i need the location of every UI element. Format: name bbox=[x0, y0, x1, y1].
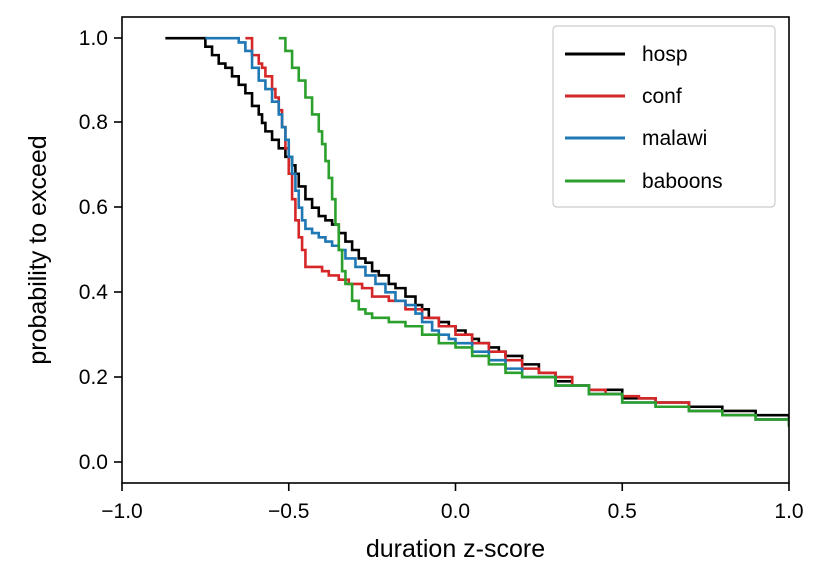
y-tick-label: 1.0 bbox=[79, 27, 108, 50]
x-tick-label: −0.5 bbox=[268, 500, 309, 523]
y-tick-label: 0.2 bbox=[79, 366, 108, 389]
x-tick-label: 0.5 bbox=[608, 500, 637, 523]
y-tick-label: 0.4 bbox=[79, 281, 109, 304]
legend-box bbox=[552, 25, 776, 208]
legend-label-conf: conf bbox=[642, 85, 682, 108]
x-tick-label: −1.0 bbox=[101, 500, 142, 523]
series-line-baboons bbox=[278, 36, 789, 428]
series-layer bbox=[165, 36, 789, 428]
legend: hosp conf malawi baboons bbox=[552, 25, 776, 208]
y-axis-title: probability to exceed bbox=[24, 135, 52, 364]
y-tick-label: 0.0 bbox=[79, 451, 108, 474]
x-tick-label: 0.0 bbox=[441, 500, 470, 523]
legend-label-malawi: malawi bbox=[642, 127, 707, 150]
legend-label-hosp: hosp bbox=[642, 43, 688, 66]
legend-label-baboons: baboons bbox=[642, 170, 723, 193]
y-tick-label: 0.8 bbox=[79, 111, 108, 134]
y-tick-label: 0.6 bbox=[79, 196, 108, 219]
x-axis-title: duration z-score bbox=[366, 535, 545, 563]
x-tick-label: 1.0 bbox=[774, 500, 803, 523]
